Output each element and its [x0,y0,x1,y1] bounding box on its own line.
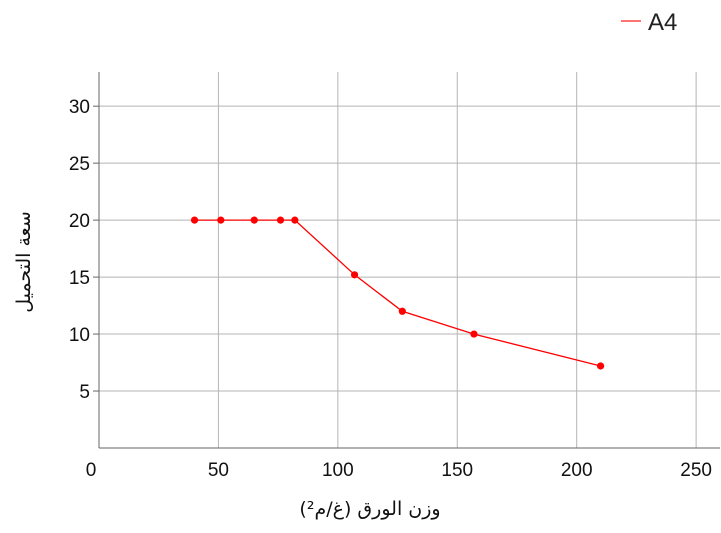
x-tick-label-200: 200 [561,460,593,481]
series-line-a4 [194,219,601,367]
data-point-a4-5 [350,271,359,279]
y-tick-label-5: 5 [79,382,90,403]
y-axis-label: سعة التحميل [13,211,35,313]
data-point-a4-8 [596,362,605,370]
axes [93,72,720,449]
y-tick-label-30: 30 [69,97,90,118]
data-point-a4-6 [398,307,406,315]
x-axis-label: وزن الورق (غ/م²) [299,498,440,520]
x-tick-label-250: 250 [680,460,712,481]
y-tick-label-15: 15 [69,268,90,289]
data-point-a4-0 [190,216,199,224]
data-point-a4-4 [291,216,299,224]
legend: A4 [621,9,677,36]
legend-label-a4: A4 [648,9,677,36]
data-point-a4-2 [250,216,258,224]
y-tick-labels: 5 10 15 20 25 30 [69,97,90,403]
x-tick-labels: 0 50 100 150 200 250 [86,460,712,481]
x-tick-label-50: 50 [208,460,229,481]
x-tick-label-150: 150 [441,460,473,481]
y-tick-label-10: 10 [69,325,90,346]
y-tick-label-25: 25 [69,154,90,175]
y-tick-label-20: 20 [69,211,90,232]
x-tick-label-0: 0 [86,460,97,481]
data-point-a4-7 [470,330,478,338]
data-point-a4-3 [276,216,285,224]
x-tick-label-100: 100 [322,460,354,481]
series-group [190,216,605,370]
grid-lines [99,72,720,448]
data-point-a4-1 [217,216,225,224]
